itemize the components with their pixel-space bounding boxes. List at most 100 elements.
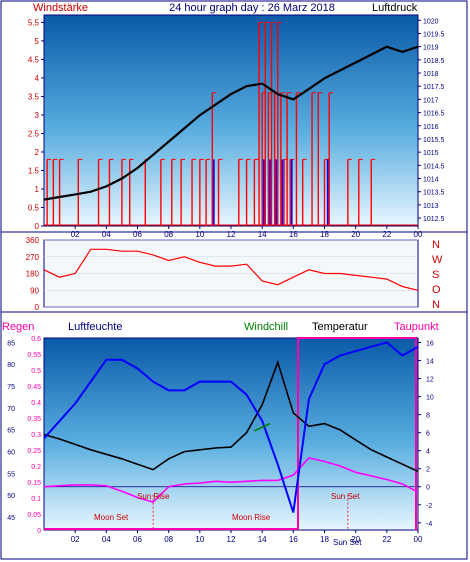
wind-ytick-label: 0.5 xyxy=(28,203,40,212)
pressure-ytick-label: 1013.5 xyxy=(423,190,445,197)
pressure-ytick-label: 1017 xyxy=(423,97,439,104)
temp-xtick-label: 02 xyxy=(71,535,80,544)
pressure-ytick-label: 1014.5 xyxy=(423,163,445,170)
temp-ytick-label: -2 xyxy=(426,503,432,510)
direction-letter: W xyxy=(432,254,443,266)
taupunkt-label: Taupunkt xyxy=(394,321,439,333)
windchill-label: Windchill xyxy=(244,321,288,333)
pressure-ytick-label: 1014 xyxy=(423,177,439,184)
humidity-ytick-label: 55 xyxy=(7,471,15,478)
temp-ytick-label: 2 xyxy=(426,467,430,474)
wind-ytick-label: 3 xyxy=(35,111,40,120)
rain-line xyxy=(44,337,417,530)
humidity-ytick-label: 45 xyxy=(7,515,15,522)
wind-xtick-label: 14 xyxy=(258,230,267,239)
direction-letter: O xyxy=(432,284,441,296)
temp-xtick-label: 08 xyxy=(164,535,173,544)
direction-ytick-label: 0 xyxy=(35,303,40,312)
temp-ytick-label: 4 xyxy=(426,449,430,456)
rain-ytick-label: 0.15 xyxy=(27,480,41,487)
temp-xtick-label: 12 xyxy=(227,535,236,544)
wind-pressure-plot-area xyxy=(43,14,419,227)
wind-ytick-label: 1 xyxy=(35,185,40,194)
moon-rise-annotation: Moon Rise xyxy=(232,513,271,522)
wind-ytick-label: 5 xyxy=(35,37,40,46)
windchill-line xyxy=(254,422,271,432)
temp-xtick-label: 16 xyxy=(289,535,298,544)
wind-xtick-label: 22 xyxy=(382,230,391,239)
direction-letter: S xyxy=(432,269,439,281)
temp-ytick-label: 8 xyxy=(426,413,430,420)
temp-ytick-label: 14 xyxy=(426,359,434,366)
wind-xtick-label: 04 xyxy=(102,230,111,239)
rain-ytick-label: 0.6 xyxy=(31,336,41,343)
temp-xtick-label: 14 xyxy=(258,535,267,544)
temp-humidity-chart: 0 0.05 0.1 0.15 0.2 0.25 0.3 0.35 0.4 0.45 0.5 0.55… xyxy=(7,336,434,544)
direction-ytick-label: 360 xyxy=(26,236,40,245)
rain-ytick-label: 0.35 xyxy=(27,416,41,423)
wind-direction-line xyxy=(43,248,419,291)
wind-xtick-label: 00 xyxy=(414,230,423,239)
temp-ytick-label: 10 xyxy=(426,395,434,402)
pressure-ytick-label: 1013 xyxy=(423,203,439,210)
rain-ytick-label: 0.55 xyxy=(27,352,41,359)
wind-xtick-label: 20 xyxy=(351,230,360,239)
rain-ytick-label: 0.25 xyxy=(27,448,41,455)
luftfeuchte-label: Luftfeuchte xyxy=(68,321,122,333)
moon-set-annotation: Moon Set xyxy=(94,513,129,522)
temp-ytick-label: 16 xyxy=(426,341,434,348)
direction-letter: N xyxy=(432,299,440,311)
direction-letter: N xyxy=(432,239,440,251)
pressure-ytick-label: 1015.5 xyxy=(423,137,445,144)
humidity-ytick-label: 65 xyxy=(7,428,15,435)
pressure-ytick-label: 1019 xyxy=(423,45,439,52)
temp-xtick-label: 04 xyxy=(102,535,111,544)
wind-xtick-label: 18 xyxy=(320,230,329,239)
wind-ytick-label: 1.5 xyxy=(28,166,40,175)
rain-ytick-label: 0.4 xyxy=(31,400,41,407)
temp-humidity-plot-area xyxy=(43,337,419,531)
humidity-ytick-label: 70 xyxy=(7,406,15,413)
pressure-ytick-label: 1018.5 xyxy=(423,58,445,65)
rain-ytick-label: 0.1 xyxy=(31,496,41,503)
rain-ytick-label: 0.3 xyxy=(31,432,41,439)
wind-direction-chart: 0 90 180 270 360 xyxy=(26,236,419,312)
wind-ytick-label: 3.5 xyxy=(28,92,40,101)
temp-ytick-label: 0 xyxy=(426,485,430,492)
sun-rise-annotation: Sun Rise xyxy=(137,492,170,501)
wind-ytick-label: 0 xyxy=(35,222,40,231)
temp-ytick-label: 12 xyxy=(426,377,434,384)
temp-ytick-label: -4 xyxy=(426,521,432,528)
wind-ytick-label: 4 xyxy=(35,74,40,83)
wind-ytick-label: 4.5 xyxy=(28,55,40,64)
humidity-ytick-label: 50 xyxy=(7,493,15,500)
direction-ytick-label: 90 xyxy=(30,286,39,295)
wind-ytick-label: 2 xyxy=(35,148,40,157)
temp-xtick-label: 10 xyxy=(195,535,204,544)
rain-ytick-label: 0 xyxy=(37,528,41,535)
pressure-line xyxy=(43,45,419,201)
pressure-axis-title: Luftdruck xyxy=(372,2,418,14)
temperatur-label: Temperatur xyxy=(312,321,368,333)
temp-xtick-label: 00 xyxy=(414,535,423,544)
wind-xtick-label: 06 xyxy=(133,230,142,239)
pressure-ytick-label: 1016.5 xyxy=(423,111,445,118)
wind-xtick-label: 10 xyxy=(195,230,204,239)
pressure-ytick-label: 1017.5 xyxy=(423,84,445,91)
wind-xtick-label: 02 xyxy=(71,230,80,239)
sun-set-bottom-annotation: Sun Set xyxy=(333,538,362,547)
wind-ytick-label: 2.5 xyxy=(28,129,40,138)
rain-ytick-label: 0.05 xyxy=(27,512,41,519)
wind-ytick-label: 5.5 xyxy=(28,18,40,27)
temp-xtick-label: 22 xyxy=(382,535,391,544)
humidity-ytick-label: 85 xyxy=(7,340,15,347)
pressure-ytick-label: 1016 xyxy=(423,124,439,131)
direction-ytick-label: 270 xyxy=(26,253,40,262)
wind-xtick-label: 12 xyxy=(227,230,236,239)
temperature-line xyxy=(43,359,419,473)
rain-ytick-label: 0.45 xyxy=(27,384,41,391)
